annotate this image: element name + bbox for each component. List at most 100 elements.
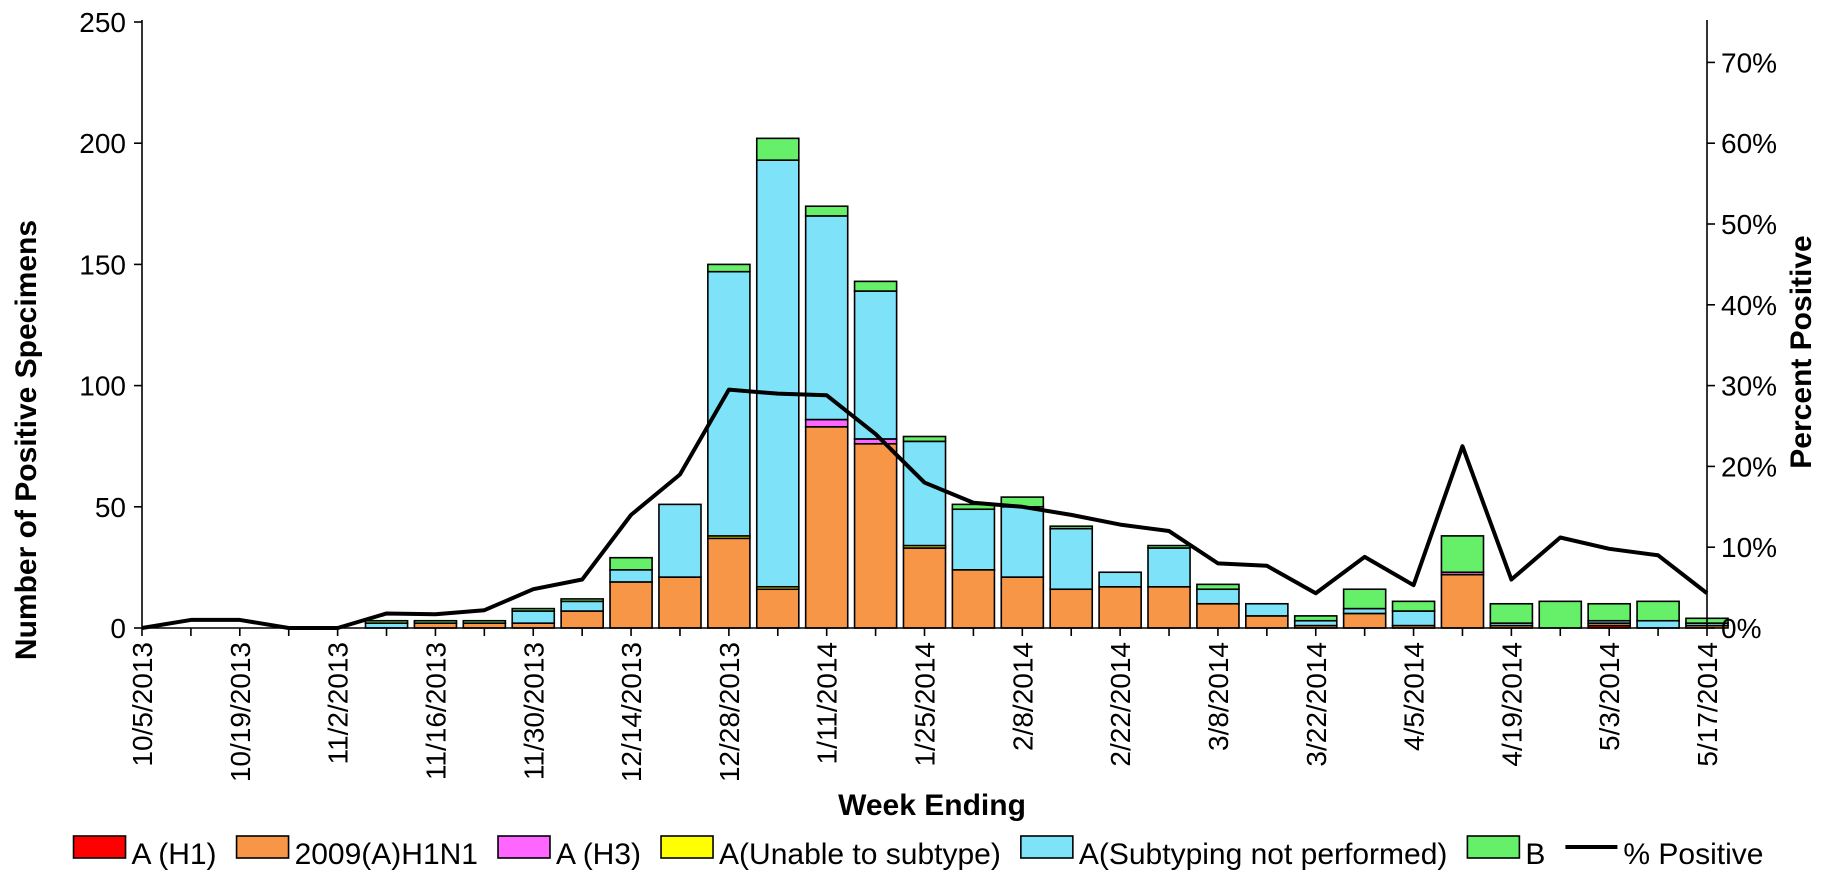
bar-segment-5-27	[1440, 535, 1485, 574]
y-tick-label: 0	[110, 613, 126, 644]
bar-segment-5-9	[560, 598, 604, 603]
x-tick-label: 4/5/2014	[1399, 642, 1430, 751]
bar-segment-5-25	[1342, 588, 1387, 610]
bar-segment-5-14	[804, 205, 849, 217]
bar-segment-1-20	[1098, 585, 1142, 629]
bar-segment-1-9	[560, 610, 604, 629]
x-tick-label: 12/14/2013	[616, 642, 647, 782]
bar-segment-4-18	[1000, 505, 1045, 578]
y-axis-title: Number of Positive Specimens	[10, 220, 43, 660]
bar-segment-5-15	[853, 280, 898, 292]
legend-label: A(Unable to subtype)	[719, 838, 1001, 871]
bar-segment-5-28	[1489, 602, 1534, 624]
bar-segment-1-11	[658, 576, 702, 629]
x-tick-label: 4/19/2014	[1496, 642, 1527, 767]
legend-swatch-4	[1020, 835, 1074, 859]
bar-segment-5-26	[1391, 600, 1436, 612]
legend-label: % Positive	[1623, 838, 1763, 871]
bar-segment-4-21	[1147, 547, 1191, 588]
percent-positive-line	[141, 387, 1709, 630]
bar-segment-1-12	[707, 537, 751, 629]
y2-tick-label: 0%	[1721, 613, 1761, 644]
x-tick-label: 1/25/2014	[910, 642, 941, 767]
bar-segment-4-19	[1049, 527, 1094, 591]
bar-segment-5-7	[462, 619, 507, 624]
legend-label: A (H3)	[556, 838, 641, 871]
bar-segment-5-12	[707, 263, 751, 273]
bar-segment-4-14	[804, 215, 849, 421]
axes-layer: 0 50 100 150 200 250 0% 10% 20% 30% 40% 50% 60% 70% 10…	[79, 7, 1777, 782]
bar-segment-4-20	[1098, 571, 1142, 588]
bar-segment-4-9	[560, 600, 604, 612]
y2-tick-label: 30%	[1721, 371, 1777, 402]
legend-swatch-0	[72, 835, 127, 859]
bar-segment-5-8	[511, 607, 556, 612]
bar-segment-4-11	[658, 503, 702, 578]
bar-segment-4-17	[951, 508, 996, 571]
line-layer	[141, 387, 1709, 630]
bar-segment-5-21	[1147, 544, 1191, 549]
bar-segment-5-16	[902, 435, 947, 443]
x-tick-label: 3/8/2014	[1203, 642, 1234, 751]
legend-label: 2009(A)H1N1	[295, 838, 478, 871]
x-tick-label: 11/30/2013	[518, 642, 549, 780]
bar-segment-1-17	[951, 569, 996, 629]
bar-segment-5-22	[1196, 583, 1240, 591]
bar-segment-4-31	[1636, 619, 1680, 629]
x-tick-label: 2/22/2014	[1105, 642, 1136, 767]
y-tick-label: 150	[79, 249, 126, 280]
legend-swatch-5	[1466, 835, 1521, 859]
y-tick-label: 200	[79, 128, 126, 159]
x-tick-label: 1/11/2014	[812, 642, 843, 765]
bar-segment-4-8	[511, 610, 556, 624]
bar-segment-1-25	[1342, 612, 1387, 629]
bar-segment-1-21	[1147, 585, 1191, 629]
legend-label: B	[1525, 838, 1545, 871]
bar-segment-5-31	[1636, 600, 1680, 622]
y2-tick-label: 70%	[1721, 47, 1777, 78]
y2-axis-title: Percent Positive	[1785, 235, 1818, 468]
legend: A (H1) 2009(A)H1N1 A (H3) A(Unable to subty…	[72, 835, 1763, 871]
bar-segment-5-13	[755, 137, 800, 161]
bar-segment-4-23	[1245, 602, 1289, 617]
x-tick-label: 5/17/2014	[1692, 642, 1723, 767]
y-tick-label: 250	[79, 7, 126, 38]
bars-layer	[364, 137, 1729, 629]
x-axis-title: Week Ending	[838, 789, 1026, 822]
bar-segment-4-15	[853, 290, 898, 440]
y2-tick-label: 40%	[1721, 290, 1777, 321]
y-tick-label: 50	[95, 492, 126, 523]
bar-segment-4-13	[755, 159, 800, 588]
bar-segment-4-22	[1196, 588, 1240, 605]
bar-segment-4-10	[609, 569, 653, 583]
bar-segment-5-10	[609, 556, 653, 571]
bar-segment-1-16	[902, 547, 947, 629]
bar-segment-5-24	[1293, 615, 1338, 622]
bar-segment-1-14	[804, 426, 849, 629]
y2-tick-label: 60%	[1721, 128, 1777, 159]
y2-tick-label: 20%	[1721, 451, 1777, 482]
bar-segment-4-26	[1391, 610, 1436, 627]
legend-swatch-2	[497, 835, 551, 859]
bar-segment-5-5	[364, 619, 409, 624]
x-tick-label: 12/28/2013	[714, 642, 745, 782]
x-tick-label: 11/16/2013	[420, 642, 451, 780]
x-tick-label: 10/19/2013	[225, 642, 256, 782]
bar-segment-5-19	[1049, 525, 1094, 530]
bar-segment-1-19	[1049, 588, 1094, 629]
bar-segment-1-10	[609, 581, 653, 629]
bar-segment-5-29	[1538, 600, 1583, 629]
bar-segment-1-13	[755, 588, 800, 629]
x-tick-label: 3/22/2014	[1301, 642, 1332, 767]
bar-segment-1-22	[1196, 602, 1240, 629]
legend-label: A(Subtyping not performed)	[1079, 838, 1448, 871]
legend-label: A (H1)	[132, 838, 217, 871]
legend-swatch-3	[660, 835, 714, 859]
bar-segment-1-27	[1440, 573, 1485, 629]
bar-segment-2-14	[804, 418, 849, 428]
bar-segment-4-12	[707, 270, 751, 537]
y-tick-label: 100	[79, 371, 126, 402]
y2-tick-label: 50%	[1721, 209, 1777, 240]
x-tick-label: 10/5/2013	[127, 642, 158, 767]
